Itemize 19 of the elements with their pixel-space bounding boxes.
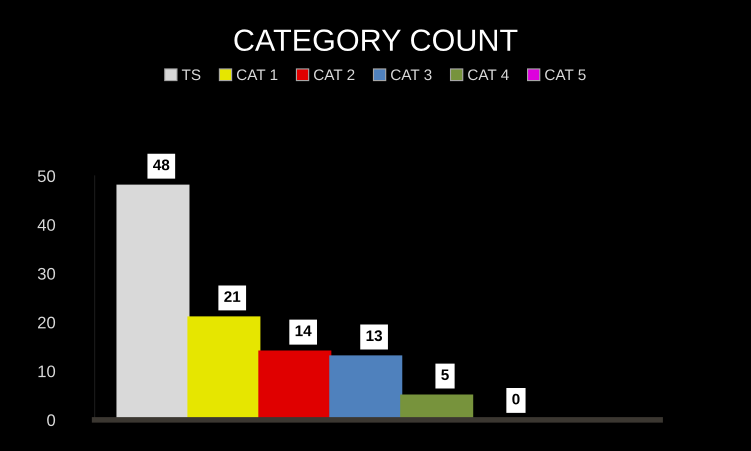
- legend-label: CAT 5: [545, 69, 586, 80]
- data-label: 5: [441, 369, 449, 380]
- y-tick-label: 10: [38, 365, 56, 378]
- y-tick-label: 40: [38, 219, 56, 231]
- y-tick-label: 50: [38, 170, 56, 182]
- legend-label: CAT 1: [236, 69, 278, 80]
- data-label: 14: [296, 326, 312, 336]
- legend-label: TS: [182, 69, 200, 80]
- y-tick-label: 20: [38, 316, 56, 328]
- chart-title: CATEGORY COUNT: [234, 29, 518, 52]
- y-tick-label: 0: [47, 414, 56, 426]
- data-label: 48: [153, 159, 170, 170]
- data-label: 0: [512, 394, 520, 405]
- legend-label: CAT 2: [314, 69, 354, 80]
- legend-label: CAT 3: [391, 69, 432, 80]
- y-tick-label: 30: [38, 268, 56, 280]
- legend-label: CAT 4: [468, 69, 509, 80]
- data-label: 21: [224, 291, 240, 302]
- data-label: 13: [366, 330, 382, 342]
